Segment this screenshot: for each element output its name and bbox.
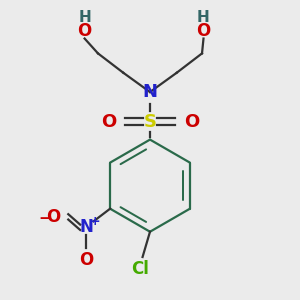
Text: O: O	[101, 113, 116, 131]
Text: H: H	[197, 10, 210, 25]
Text: O: O	[196, 22, 211, 40]
Text: O: O	[46, 208, 61, 226]
Text: N: N	[79, 218, 93, 236]
Text: O: O	[77, 22, 92, 40]
Text: −: −	[38, 212, 51, 226]
Text: O: O	[79, 251, 93, 269]
Text: Cl: Cl	[131, 260, 148, 278]
Text: O: O	[184, 113, 199, 131]
Text: S: S	[143, 113, 157, 131]
Text: H: H	[78, 10, 91, 25]
Text: N: N	[142, 83, 158, 101]
Text: +: +	[90, 215, 100, 228]
